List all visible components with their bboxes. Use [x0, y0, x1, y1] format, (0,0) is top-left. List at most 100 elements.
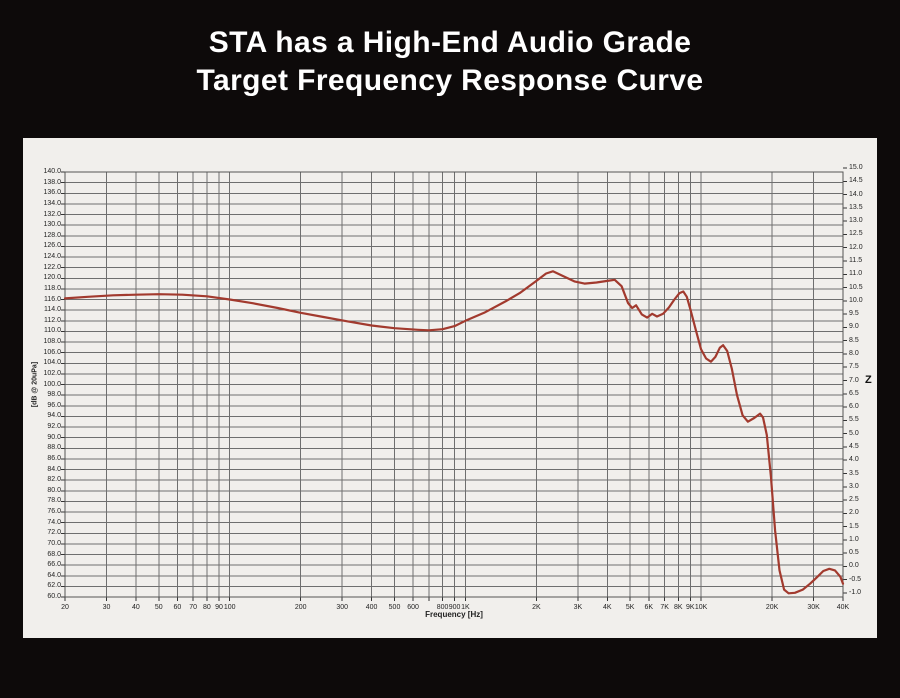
y-left-tick-label: 68.0: [47, 550, 61, 558]
y-left-tick-label: 108.0: [43, 338, 61, 345]
y-right-tick-label: 6.0: [849, 403, 859, 411]
x-tick-label: 3K: [573, 604, 583, 611]
y-right-tick-label: 8.5: [849, 336, 859, 344]
x-tick-label: 400: [365, 604, 378, 611]
y-right-tick-label: 7.0: [849, 376, 859, 384]
x-tick-label: 200: [294, 604, 307, 611]
y-left-tick-label: 78.0: [47, 497, 61, 505]
x-tick-label: 100: [223, 604, 236, 611]
x-tick-label: 40: [131, 604, 140, 611]
y-right-tick-label: 7.5: [849, 363, 859, 371]
y-left-tick-label: 74.0: [47, 518, 61, 526]
x-tick-label: 9K: [686, 604, 695, 611]
y-right-tick-label: 5.5: [849, 416, 859, 424]
x-tick-label: 500: [388, 604, 401, 611]
x-tick-label: 40K: [836, 604, 850, 611]
x-tick-label: 20: [61, 604, 69, 611]
y-right-tick-label: -0.5: [849, 575, 862, 583]
y-right-tick-label: 10.0: [849, 296, 863, 304]
y-right-tick-label: -1.0: [849, 589, 862, 596]
y-right-tick-label: 12.5: [849, 230, 863, 238]
x-tick-label: 6K: [644, 604, 654, 611]
y-left-tick-label: 134.0: [43, 199, 61, 207]
x-tick-label: 7K: [660, 604, 669, 611]
x-tick-label: 60: [173, 604, 182, 611]
y-left-tick-label: 64.0: [47, 571, 61, 579]
right-axis-z-marker: Z: [865, 374, 872, 386]
y-left-tick-label: 112.0: [44, 316, 61, 324]
y-right-tick-label: 10.5: [849, 283, 863, 291]
y-right-tick-label: 0.0: [849, 562, 859, 570]
y-right-tick-label: 1.0: [849, 535, 859, 543]
y-axis-title: [dB @ 20uPa]: [31, 361, 39, 408]
y-right-tick-label: 14.0: [849, 190, 863, 198]
y-right-tick-label: 12.0: [849, 243, 863, 251]
y-right-tick-label: 4.0: [849, 456, 859, 464]
y-left-tick-label: 70.0: [47, 539, 61, 547]
x-tick-label: 20K: [765, 604, 779, 611]
y-left-tick-label: 100.0: [43, 380, 61, 388]
y-left-tick-label: 84.0: [47, 465, 61, 473]
y-left-tick-label: 82.0: [47, 476, 61, 484]
y-right-tick-label: 3.5: [849, 469, 859, 477]
response-curve: [63, 270, 845, 595]
y-left-tick-label: 94.0: [47, 412, 61, 420]
y-left-tick-label: 130.0: [43, 221, 61, 229]
y-left-tick-label: 96.0: [47, 401, 61, 409]
y-right-tick-label: 6.5: [849, 389, 859, 397]
y-left-tick-label: 106.0: [43, 348, 61, 356]
y-right-tick-label: 9.5: [849, 310, 859, 318]
y-left-tick-label: 132.0: [43, 210, 61, 218]
x-tick-label: 10K: [694, 604, 708, 611]
y-left-tick-label: 72.0: [47, 529, 61, 537]
y-left-tick-label: 60.0: [47, 593, 61, 600]
y-left-tick-label: 76.0: [47, 508, 61, 515]
x-tick-label: 300: [336, 604, 349, 611]
y-left-tick-label: 120.0: [43, 274, 61, 282]
y-left-tick-label: 116.0: [44, 295, 61, 303]
page-title: STA has a High-End Audio Grade Target Fr…: [0, 24, 900, 100]
y-right-tick-label: 1.5: [849, 522, 859, 530]
y-left-tick-label: 104.0: [43, 359, 61, 367]
y-right-tick-label: 2.5: [849, 496, 859, 503]
y-right-tick-label: 14.5: [849, 177, 863, 185]
y-right-tick-label: 2.0: [849, 509, 859, 517]
y-right-tick-label: 9.0: [849, 323, 859, 331]
y-right-tick-label: 3.0: [849, 482, 859, 490]
y-right-tick-label: 0.5: [849, 549, 859, 557]
title-line-2: Target Frequency Response Curve: [196, 64, 704, 97]
y-left-tick-label: 122.0: [43, 263, 61, 271]
y-left-tick-label: 62.0: [47, 582, 61, 590]
x-tick-label: 70: [189, 604, 198, 611]
y-left-tick-label: 102.0: [43, 369, 61, 377]
chart-panel: 140.0 138.0 136.0 134.0 132.0 130.0 128.0 126.0…: [23, 138, 877, 638]
x-tick-label: 5K: [625, 604, 635, 611]
x-tick-label: 600: [407, 604, 419, 611]
y-left-tick-label: 138.0: [43, 178, 61, 186]
y-right-tick-label: 4.5: [849, 442, 859, 450]
y-left-tick-label: 88.0: [47, 444, 61, 452]
y-left-tick-label: 128.0: [43, 231, 61, 239]
y-right-tick-label: 13.0: [849, 217, 863, 225]
x-tick-label: 4K: [603, 604, 612, 611]
y-right-tick-label: 5.0: [849, 429, 859, 437]
title-line-1: STA has a High-End Audio Grade: [208, 26, 692, 59]
x-tick-label: 2K: [532, 604, 541, 611]
axis-labels-layer: 140.0 138.0 136.0 134.0 132.0 130.0 128.0 126.0…: [23, 138, 877, 638]
y-right-tick-label: 11.0: [849, 270, 863, 278]
y-left-tick-label: 110.0: [44, 327, 61, 335]
y-left-tick-label: 66.0: [47, 561, 61, 569]
y-left-tick-label: 118.0: [44, 284, 61, 292]
y-left-tick-label: 114.0: [44, 306, 61, 314]
y-left-tick-label: 126.0: [43, 242, 61, 250]
y-left-tick-label: 98.0: [47, 391, 61, 399]
x-tick-label: 30K: [807, 604, 820, 611]
x-tick-label: 50: [154, 604, 163, 611]
x-tick-label: 8K: [674, 604, 683, 611]
x-axis-title: Frequency [Hz]: [425, 610, 483, 619]
y-left-tick-label: 92.0: [47, 423, 61, 430]
y-right-tick-label: 15.0: [849, 164, 863, 171]
x-tick-label: 800: [436, 604, 449, 611]
plot-border: [64, 171, 844, 598]
x-tick-label: 80: [202, 604, 211, 611]
